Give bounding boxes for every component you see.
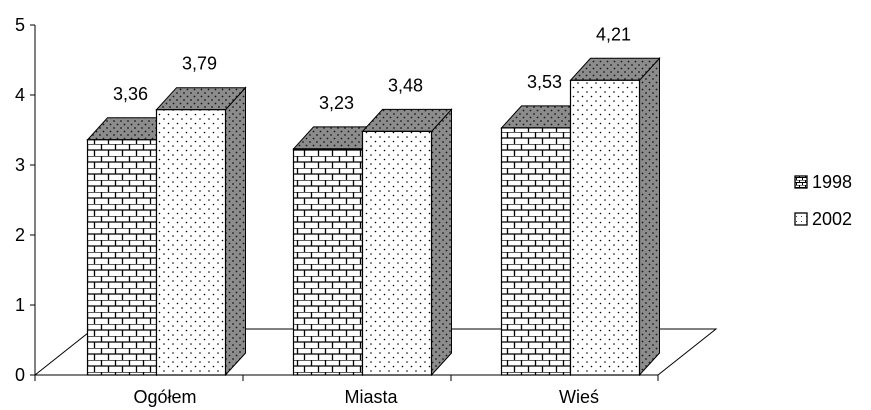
- y-tick-label: 3: [15, 155, 25, 175]
- bar-side: [431, 108, 452, 377]
- data-label: 3,23: [319, 93, 354, 113]
- legend-item-2002: 2002: [794, 209, 852, 229]
- data-label: 3,79: [182, 54, 217, 74]
- legend-swatch: [794, 175, 808, 189]
- y-tick-label: 4: [15, 85, 25, 105]
- bar-front: [155, 109, 227, 376]
- y-tick-label: 1: [15, 295, 25, 315]
- x-tick-label: Ogółem: [133, 387, 196, 407]
- bar-2002-Miasta: [361, 108, 453, 377]
- bar-front: [569, 79, 641, 376]
- bar-front: [86, 139, 158, 376]
- bar-front: [361, 130, 433, 376]
- bar-front: [292, 148, 364, 376]
- bar-2002-Ogółem: [155, 86, 247, 377]
- data-label: 4,21: [596, 24, 631, 44]
- data-label: 3,53: [527, 72, 562, 92]
- bar-side: [639, 57, 660, 377]
- y-tick-label: 5: [15, 15, 25, 35]
- bar-front: [500, 127, 572, 376]
- x-tick-label: Miasta: [344, 387, 398, 407]
- legend-swatch: [794, 212, 808, 226]
- data-label: 3,36: [113, 84, 148, 104]
- y-tick-label: 0: [15, 365, 25, 385]
- legend-label: 1998: [812, 172, 852, 192]
- y-tick-label: 2: [15, 225, 25, 245]
- bar-2002-Wieś: [569, 57, 661, 377]
- legend-label: 2002: [812, 209, 852, 229]
- legend-item-1998: 1998: [794, 172, 852, 192]
- data-label: 3,48: [388, 75, 423, 95]
- x-tick-label: Wieś: [559, 387, 599, 407]
- bar-side: [225, 86, 246, 377]
